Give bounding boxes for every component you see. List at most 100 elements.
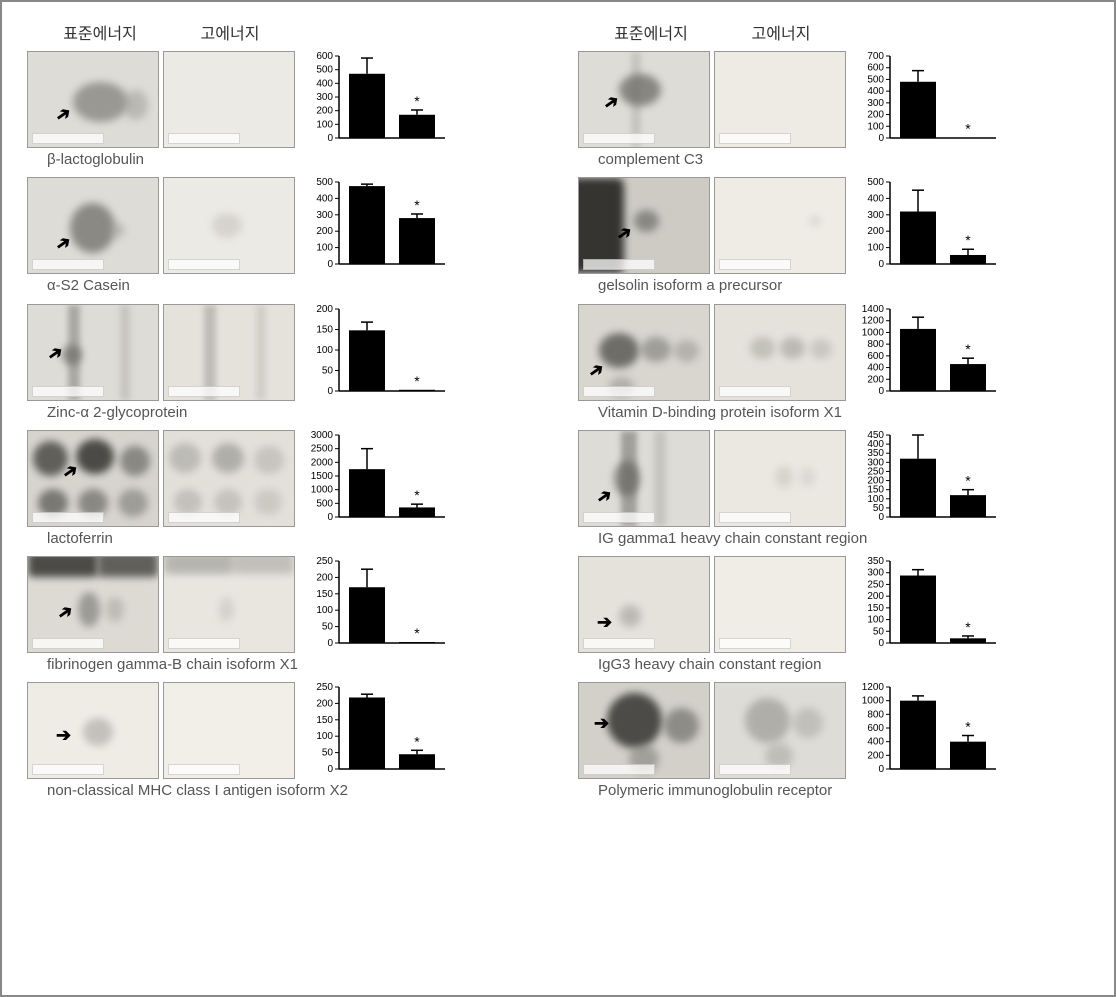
ytick-label: 200 — [867, 591, 884, 602]
gel-scale-label — [583, 133, 655, 144]
chart-container: 050100150200250300350400450 * — [850, 427, 1000, 527]
ytick-label: 100 — [316, 345, 333, 356]
gel-blob — [607, 693, 662, 748]
gel-image: ➔ — [578, 682, 710, 779]
chart-bar — [399, 642, 435, 643]
column-headings: 표준에너지고에너지 — [35, 20, 538, 44]
ytick-label: 1500 — [311, 471, 334, 482]
gel-blob — [800, 467, 815, 487]
bar-chart: 0200400600800100012001400 * — [850, 301, 1000, 401]
gel-scale-label — [719, 259, 791, 270]
ytick-label: 400 — [867, 737, 884, 748]
bar-chart: 050100150200250300350400450 * — [850, 427, 1000, 527]
ytick-label: 100 — [316, 119, 333, 130]
ytick-label: 1200 — [862, 315, 885, 326]
gel-image: ➔ — [578, 430, 710, 527]
significance-star: * — [965, 341, 971, 357]
gel-scale-label — [719, 512, 791, 523]
chart-container: 050100150200250 * — [299, 679, 449, 779]
significance-star: * — [414, 93, 420, 109]
ytick-label: 0 — [327, 386, 333, 397]
chart-container: 050100150200250 * — [299, 553, 449, 653]
gel-blob — [614, 461, 640, 496]
gel-blob — [70, 203, 115, 253]
chart-bar — [349, 469, 385, 517]
gel-image — [163, 556, 295, 653]
panel-caption: gelsolin isoform a precursor — [598, 277, 1089, 294]
gel-scale-label — [719, 386, 791, 397]
ytick-label: 100 — [316, 243, 333, 254]
gel-scale-label — [583, 512, 655, 523]
gel-blob — [164, 556, 234, 574]
protein-panel: ➔ 050100150200250 * non-classical MHC cl… — [27, 679, 538, 799]
gel-image — [714, 304, 846, 401]
ytick-label: 150 — [316, 324, 333, 335]
panel-row: ➔ 050100150200250300350400450 * — [578, 427, 1089, 527]
bar-chart: 050100150200 * — [299, 301, 449, 401]
gel-image: ➔ — [578, 304, 710, 401]
gel-blob — [98, 556, 158, 577]
panel-caption: IG gamma1 heavy chain constant region — [598, 530, 1089, 547]
chart-bar — [349, 587, 385, 643]
gel-image — [163, 682, 295, 779]
chart-bar — [399, 115, 435, 138]
gel-image: ➔ — [27, 51, 159, 148]
ytick-label: 100 — [867, 615, 884, 626]
chart-bar — [349, 330, 385, 391]
chart-container: 050010001500200025003000 * — [299, 427, 449, 527]
gel-image: ➔ — [578, 51, 710, 148]
ytick-label: 0 — [327, 512, 333, 523]
ytick-label: 100 — [316, 731, 333, 742]
gel-scale-label — [32, 259, 104, 270]
ytick-label: 300 — [867, 98, 884, 109]
panel-row: ➔ 0200400600800100012001400 * — [578, 301, 1089, 401]
chart-bar — [950, 742, 986, 769]
gel-blob — [169, 443, 201, 473]
chart-container: 0200400600800100012001400 * — [850, 301, 1000, 401]
chart-bar — [950, 495, 986, 517]
ytick-label: 50 — [322, 365, 334, 376]
panel-caption: α-S2 Casein — [47, 277, 538, 294]
ytick-label: 500 — [316, 498, 333, 509]
ytick-label: 0 — [878, 133, 884, 144]
panel-row: ➔ 050100150200 * — [27, 301, 538, 401]
gel-blob — [745, 698, 790, 743]
ytick-label: 600 — [867, 350, 884, 361]
gel-blob — [674, 340, 699, 362]
ytick-label: 200 — [867, 110, 884, 121]
gel-blob — [83, 718, 113, 746]
gel-blob — [619, 74, 661, 106]
ytick-label: 300 — [867, 210, 884, 221]
significance-star: * — [965, 719, 971, 735]
gel-scale-label — [32, 133, 104, 144]
gel-image: ➔ — [27, 177, 159, 274]
gel-blob — [120, 446, 150, 476]
ytick-label: 0 — [327, 259, 333, 270]
significance-star: * — [965, 619, 971, 635]
ytick-label: 50 — [322, 748, 334, 759]
chart-container: 050100150200250300350 * — [850, 553, 1000, 653]
gel-scale-label — [719, 133, 791, 144]
panel-row: ➔ 0100200300400500600 * — [27, 48, 538, 148]
protein-panel: ➔ 0100200300400500600700 * complement C3 — [578, 48, 1089, 168]
ytick-label: 400 — [867, 194, 884, 205]
ytick-label: 1200 — [862, 682, 885, 693]
chart-bar — [950, 255, 986, 264]
gel-image — [163, 177, 295, 274]
gel-blob — [28, 556, 98, 577]
significance-star: * — [414, 734, 420, 750]
gel-blob — [664, 708, 699, 743]
ytick-label: 700 — [867, 51, 884, 62]
gel-blob — [212, 213, 242, 238]
ytick-label: 0 — [327, 764, 333, 775]
protein-panel: ➔ 050100150200250300350 * IgG3 heavy cha… — [578, 553, 1089, 673]
ytick-label: 2500 — [311, 443, 334, 454]
panel-caption: lactoferrin — [47, 530, 538, 547]
significance-star: * — [414, 372, 420, 388]
panel-row: ➔ 050100150200250 * — [27, 679, 538, 779]
ytick-label: 150 — [316, 715, 333, 726]
protein-panel: ➔ 050100150200250 * fibrinogen gamma-B c… — [27, 553, 538, 673]
gel-blob — [118, 489, 148, 517]
panel-row: ➔ 020040060080010001200 * — [578, 679, 1089, 779]
ytick-label: 350 — [867, 556, 884, 567]
